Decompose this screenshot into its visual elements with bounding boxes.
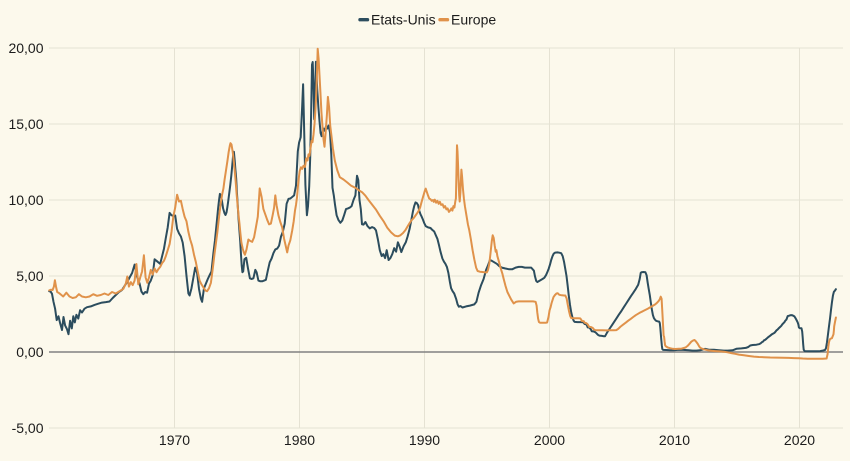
svg-text:0,00: 0,00 bbox=[16, 344, 43, 360]
svg-text:2010: 2010 bbox=[659, 432, 690, 448]
svg-text:Europe: Europe bbox=[451, 12, 496, 28]
svg-text:1980: 1980 bbox=[284, 432, 315, 448]
svg-text:10,00: 10,00 bbox=[8, 192, 43, 208]
svg-text:-5,00: -5,00 bbox=[12, 420, 44, 436]
svg-text:15,00: 15,00 bbox=[8, 116, 43, 132]
svg-text:2000: 2000 bbox=[534, 432, 565, 448]
svg-text:1990: 1990 bbox=[409, 432, 440, 448]
svg-text:5,00: 5,00 bbox=[16, 268, 43, 284]
svg-text:Etats-Unis: Etats-Unis bbox=[371, 12, 436, 28]
svg-text:20,00: 20,00 bbox=[8, 40, 43, 56]
svg-text:1970: 1970 bbox=[159, 432, 190, 448]
svg-text:2020: 2020 bbox=[784, 432, 815, 448]
